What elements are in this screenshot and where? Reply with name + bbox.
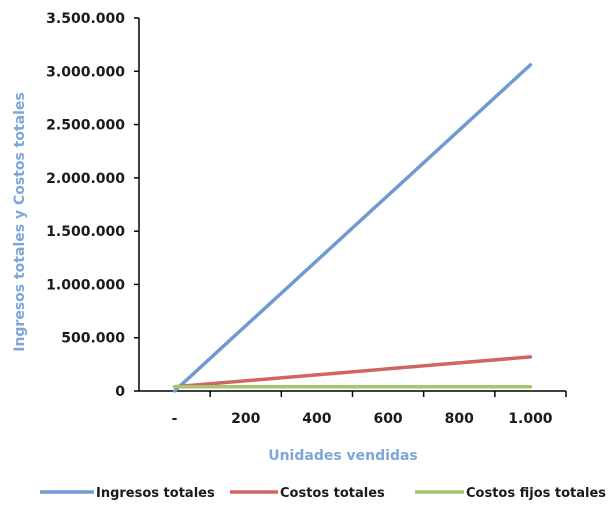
x-tick-label: - (172, 411, 178, 427)
y-tick-label: 3.000.000 (46, 64, 125, 80)
series-line-1 (172, 355, 533, 389)
x-axis-ticks: - 200 400 600 800 1.000 (172, 391, 567, 427)
y-tick-label: 2.000.000 (46, 171, 125, 187)
x-tick-label: 400 (302, 411, 331, 427)
legend-label-0: Ingresos totales (96, 486, 215, 501)
axes (138, 18, 566, 392)
x-tick-label: 200 (231, 411, 260, 427)
series-line-0 (172, 63, 533, 393)
x-tick-label: 600 (373, 411, 402, 427)
x-tick-label: 1.000 (508, 411, 553, 427)
y-tick-label: 2.500.000 (46, 118, 125, 134)
y-tick-label: 3.500.000 (46, 11, 125, 27)
y-tick-label: 500.000 (61, 331, 125, 347)
series-lines (172, 63, 533, 393)
y-tick-label: 0 (115, 384, 125, 400)
y-tick-label: 1.500.000 (46, 224, 125, 240)
y-axis-ticks: 0 500.000 1.000.000 1.500.000 2.000.000 2.500… (46, 11, 139, 400)
legend-label-2: Costos fijos totales (466, 486, 606, 501)
x-tick-label: 800 (445, 411, 474, 427)
y-axis-title: Ingresos totales y Costos totales (12, 92, 28, 352)
legend-label-1: Costos totales (280, 486, 385, 501)
x-axis-title: Unidades vendidas (268, 448, 418, 464)
legend: Ingresos totales Costos totales Costos fij… (40, 486, 606, 501)
y-tick-label: 1.000.000 (46, 277, 125, 293)
